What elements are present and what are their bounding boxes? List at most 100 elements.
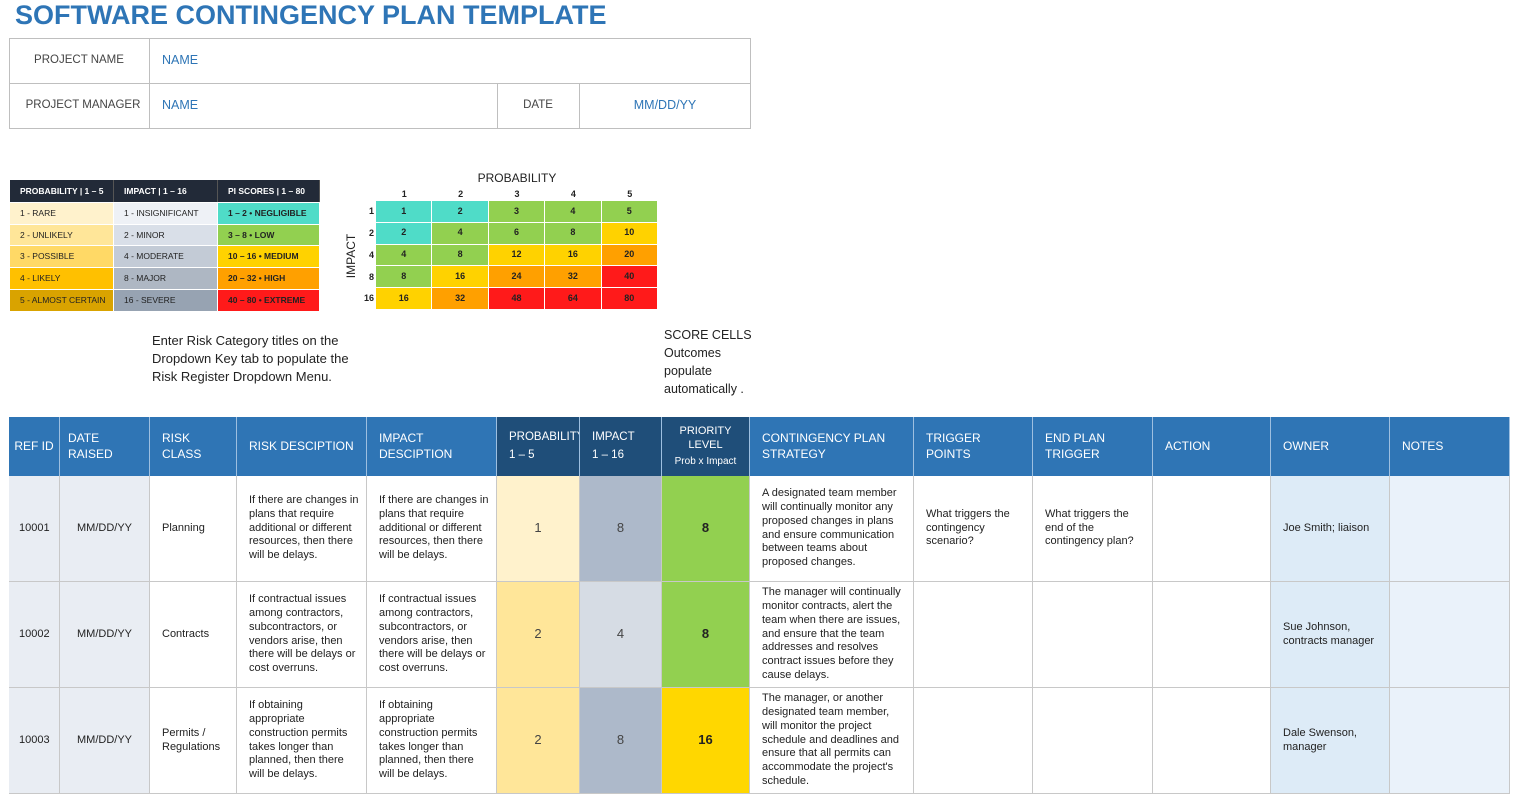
matrix-cell: 64	[545, 288, 602, 310]
matrix-cell: 12	[488, 244, 546, 267]
register-cell: If there are changes in plans that requi…	[237, 476, 367, 582]
register-cell: MM/DD/YY	[60, 582, 150, 688]
legend-header: PROBABILITY | 1 – 5	[10, 180, 114, 202]
column-header: OWNER	[1271, 417, 1390, 476]
legend-cell: 16 - SEVERE	[114, 289, 218, 311]
header-title: PROBABILITY	[509, 431, 580, 444]
register-cell: Sue Johnson, contracts manager	[1271, 582, 1390, 688]
column-header: IMPACT 1 – 16	[580, 417, 662, 476]
divider	[149, 38, 150, 129]
legend-cell: 2 - MINOR	[114, 223, 218, 246]
register-cell: If obtaining appropriate construction pe…	[237, 688, 367, 794]
register-cell	[1390, 688, 1510, 794]
register-cell: Contracts	[150, 582, 237, 688]
matrix-cell: 4	[376, 244, 433, 267]
legend-cell: 1 - RARE	[10, 201, 114, 224]
legend-cell: 3 - POSSIBLE	[10, 245, 114, 268]
legend-header: PI SCORES | 1 – 80	[218, 180, 320, 202]
column-header: RISK CLASS	[150, 417, 237, 476]
register-cell	[1033, 582, 1153, 688]
column-header: TRIGGER POINTS	[914, 417, 1033, 476]
register-cell	[1390, 476, 1510, 582]
column-header: PROBABILITY 1 – 5	[497, 417, 580, 476]
matrix-column-label: 2	[458, 189, 464, 200]
column-header: NOTES	[1390, 417, 1510, 476]
category-note: Enter Risk Category titles on the Dropdo…	[152, 333, 349, 384]
column-header: END PLAN TRIGGER	[1033, 417, 1153, 476]
register-cell: If contractual issues among contractors,…	[237, 582, 367, 688]
divider	[579, 83, 580, 129]
legend-cell: 8 - MAJOR	[114, 267, 218, 289]
matrix-row-label: 1	[368, 206, 374, 217]
legend-cell: 20 – 32 • HIGH	[218, 267, 320, 289]
column-header: IMPACT DESCIPTION	[367, 417, 497, 476]
legend-cell: 40 – 80 • EXTREME	[218, 289, 320, 311]
header-title: PRIORITY LEVEL	[679, 424, 732, 451]
column-header: PRIORITY LEVEL Prob x Impact	[662, 417, 750, 476]
column-header: DATE RAISED	[60, 417, 150, 476]
register-cell: If contractual issues among contractors,…	[367, 582, 497, 688]
legend-cell: 1 – 2 • NEGLIGIBLE	[218, 201, 320, 224]
register-cell: 16	[662, 688, 750, 794]
matrix-cell: 32	[545, 266, 602, 289]
register-cell: 2	[497, 688, 580, 794]
register-cell	[1153, 582, 1271, 688]
register-cell: 8	[662, 582, 750, 688]
register-cell: What triggers the end of the contingency…	[1033, 476, 1153, 582]
matrix-cell: 16	[376, 288, 433, 310]
register-cell	[1390, 582, 1510, 688]
register-cell: If there are changes in plans that requi…	[367, 476, 497, 582]
legend-header: IMPACT | 1 – 16	[114, 180, 218, 202]
header-detail: 1 – 16	[592, 449, 624, 461]
matrix-cell: 80	[601, 288, 658, 310]
field-label: PROJECT NAME	[34, 54, 124, 67]
field-label: DATE	[523, 99, 553, 112]
matrix-title: PROBABILITY	[477, 171, 557, 186]
divider	[9, 83, 751, 84]
matrix-cell: 40	[601, 266, 658, 289]
matrix-row-label: 4	[368, 249, 374, 260]
field-label: PROJECT MANAGER	[25, 99, 141, 112]
register-cell: Permits / Regulations	[150, 688, 237, 794]
divider	[497, 83, 498, 129]
register-cell: 10002	[9, 582, 60, 688]
register-cell: 8	[580, 688, 662, 794]
matrix-cell: 8	[376, 266, 433, 289]
matrix-cell: 8	[432, 244, 489, 267]
register-cell: 10003	[9, 688, 60, 794]
field-value: NAME	[162, 52, 199, 67]
matrix-cell: 24	[488, 266, 546, 289]
page-title: SOFTWARE CONTINGENCY PLAN TEMPLATE	[15, 0, 607, 30]
register-cell: Dale Swenson, manager	[1271, 688, 1390, 794]
register-cell	[1033, 688, 1153, 794]
field-value: MM/DD/YY	[633, 97, 697, 112]
register-cell	[1153, 688, 1271, 794]
legend-cell: 1 - INSIGNIFICANT	[114, 201, 218, 224]
score-note: SCORE CELLS Outcomes populate automatica…	[664, 328, 752, 396]
register-cell: 2	[497, 582, 580, 688]
header-title: IMPACT	[592, 431, 635, 444]
matrix-column-label: 5	[627, 189, 633, 200]
register-cell: 8	[580, 476, 662, 582]
register-cell	[914, 688, 1033, 794]
matrix-cell: 2	[376, 222, 433, 245]
header-detail: 1 – 5	[509, 449, 535, 461]
matrix-cell: 5	[601, 201, 658, 223]
matrix-cell: 8	[545, 222, 602, 245]
matrix-cell: 48	[488, 288, 546, 310]
matrix-cell: 2	[432, 201, 489, 223]
matrix-cell: 3	[488, 201, 546, 223]
matrix-column-label: 3	[514, 189, 520, 200]
register-cell: What triggers the contingency scenario?	[914, 476, 1033, 582]
register-cell: A designated team member will continuall…	[750, 476, 914, 582]
register-cell: Joe Smith; liaison	[1271, 476, 1390, 582]
register-cell: 8	[662, 476, 750, 582]
matrix-cell: 20	[601, 244, 658, 267]
register-cell: 4	[580, 582, 662, 688]
register-cell: Planning	[150, 476, 237, 582]
matrix-column-label: 4	[570, 189, 576, 200]
column-header: RISK DESCIPTION	[237, 417, 367, 476]
register-cell: 10001	[9, 476, 60, 582]
matrix-row-label: 16	[363, 293, 374, 304]
